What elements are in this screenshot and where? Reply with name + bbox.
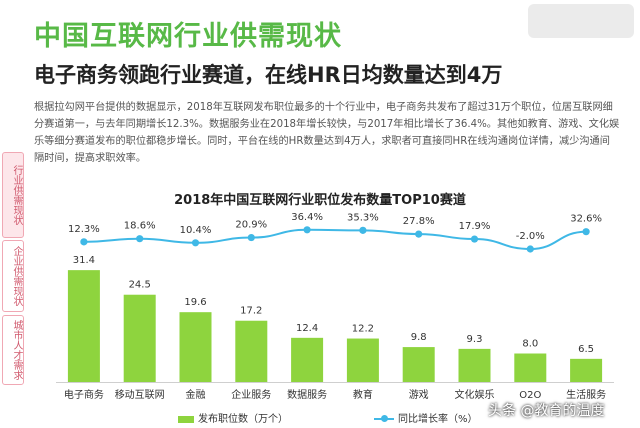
legend-bar-label: 发布职位数（万个） (198, 414, 288, 425)
growth-label-1: 18.6% (124, 221, 156, 232)
growth-point-6 (415, 230, 423, 238)
category-label-2: 金融 (186, 388, 206, 401)
category-label-1: 移动互联网 (115, 388, 165, 401)
bar-7 (458, 348, 491, 382)
intro-paragraph: 根据拉勾网平台提供的数据显示，2018年互联网发布职位最多的十个行业中，电子商务… (34, 102, 620, 164)
bar-1 (123, 294, 156, 382)
bar-value-label-6: 9.8 (411, 332, 427, 343)
growth-point-8 (526, 245, 534, 253)
growth-rate-line (83, 228, 587, 251)
category-label-6: 游戏 (409, 388, 429, 401)
growth-label-2: 10.4% (180, 225, 212, 236)
watermark: 头条 @教育的温度 (488, 403, 605, 419)
bar-value-label-4: 12.4 (296, 323, 318, 334)
bar-value-label-9: 6.5 (578, 344, 594, 355)
category-label-3: 企业服务 (231, 388, 271, 401)
growth-point-3 (247, 233, 255, 242)
bar-4 (291, 337, 324, 382)
category-label-5: 教育 (353, 388, 373, 401)
bar-8 (514, 353, 547, 382)
side-tab-enterprise[interactable]: 企业供需现状 (2, 240, 24, 312)
growth-label-0: 12.3% (68, 224, 100, 235)
bar-value-label-7: 9.3 (467, 334, 483, 345)
bar-value-label-5: 12.2 (352, 324, 374, 335)
growth-label-4: 36.4% (291, 212, 323, 223)
bar-0 (67, 270, 100, 382)
growth-point-2 (191, 239, 200, 247)
legend-line: 同比增长率（%） (374, 410, 478, 425)
bar-value-label-1: 24.5 (129, 280, 151, 291)
growth-point-0 (80, 238, 88, 246)
legend-line-label: 同比增长率（%） (398, 414, 478, 425)
growth-label-5: 35.3% (347, 212, 379, 223)
page-subtitle: 电子商务领跑行业赛道，在线HR日均数量达到4万 (34, 63, 503, 87)
growth-point-4 (303, 226, 311, 234)
legend-bar: 发布职位数（万个） (178, 410, 288, 425)
category-label-4: 数据服务 (287, 388, 327, 401)
growth-label-7: 17.9% (459, 221, 491, 232)
bar-6 (402, 347, 435, 382)
growth-label-6: 27.8% (403, 216, 435, 227)
bar-3 (235, 320, 268, 382)
bar-2 (179, 312, 212, 382)
growth-label-9: 32.6% (570, 214, 602, 225)
bar-value-label-3: 17.2 (240, 306, 262, 317)
blurred-corner-overlay (528, 4, 634, 38)
growth-label-8: -2.0% (516, 231, 545, 242)
bar-9 (570, 358, 603, 382)
bar-value-label-2: 19.6 (184, 297, 206, 308)
growth-point-9 (582, 228, 590, 236)
page-title: 中国互联网行业供需现状 (34, 21, 342, 52)
growth-point-1 (136, 235, 144, 243)
chart-title: 2018年中国互联网行业职位发布数量TOP10赛道 (174, 193, 466, 208)
legend-line-swatch (374, 415, 394, 422)
legend-bar-swatch (178, 415, 194, 423)
growth-label-3: 20.9% (235, 220, 267, 231)
growth-point-5 (359, 226, 367, 234)
side-tab-industry[interactable]: 行业供需现状 (2, 152, 24, 238)
side-tab-city[interactable]: 城市人才需求 (2, 315, 24, 385)
bar-value-label-0: 31.4 (73, 255, 95, 266)
bar-5 (346, 338, 379, 382)
category-label-0: 电子商务 (64, 388, 104, 401)
growth-point-7 (470, 235, 479, 243)
bar-value-label-8: 8.0 (522, 339, 538, 350)
